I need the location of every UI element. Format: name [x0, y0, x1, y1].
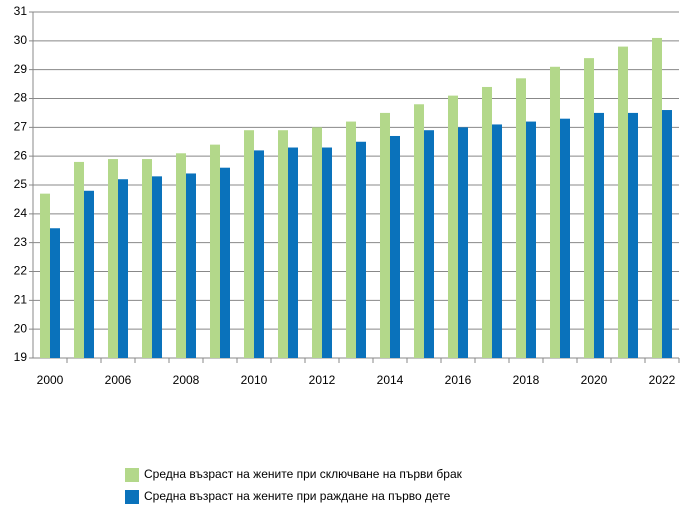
- bar: [516, 78, 526, 359]
- y-tick-label: 19: [14, 350, 28, 364]
- legend-label: Средна възраст на жените при сключване н…: [144, 467, 463, 481]
- x-tick-label: 2014: [377, 373, 404, 387]
- bar: [594, 112, 604, 359]
- bar: [312, 127, 322, 358]
- y-tick-label: 27: [14, 120, 28, 134]
- bar: [346, 121, 356, 358]
- bar: [176, 153, 186, 358]
- bar: [662, 110, 672, 359]
- bar: [278, 130, 288, 358]
- bar: [526, 121, 536, 358]
- x-tick-label: 2022: [649, 373, 676, 387]
- bar: [244, 130, 254, 358]
- y-tick-label: 30: [14, 33, 28, 47]
- bar: [414, 104, 424, 359]
- bar: [424, 130, 434, 358]
- x-tick-label: 2018: [513, 373, 540, 387]
- bar: [210, 144, 220, 358]
- legend-label: Средна възраст на жените при раждане на …: [144, 489, 451, 503]
- bar: [390, 135, 400, 358]
- bar: [448, 95, 458, 358]
- bar: [74, 161, 84, 358]
- x-tick-label: 2016: [445, 373, 472, 387]
- bar: [288, 147, 298, 358]
- bar: [118, 179, 128, 358]
- x-tick-label: 2000: [37, 373, 64, 387]
- bar: [618, 46, 628, 358]
- bar: [142, 159, 152, 358]
- y-tick-label: 28: [14, 91, 28, 105]
- legend-swatch: [125, 468, 139, 482]
- bar: [550, 66, 560, 359]
- bar: [50, 228, 60, 358]
- bar: [628, 112, 638, 359]
- x-tick-label: 2006: [105, 373, 132, 387]
- y-tick-label: 20: [14, 321, 28, 335]
- y-tick-label: 31: [14, 4, 28, 18]
- bar: [152, 176, 162, 358]
- x-tick-label: 2010: [241, 373, 268, 387]
- bar: [482, 86, 492, 358]
- bar: [492, 124, 502, 358]
- bar: [84, 190, 94, 358]
- y-tick-label: 24: [14, 206, 28, 220]
- y-tick-label: 21: [14, 293, 28, 307]
- bar: [356, 141, 366, 358]
- legend-swatch: [125, 490, 139, 504]
- y-tick-label: 26: [14, 148, 28, 162]
- bar: [254, 150, 264, 358]
- bar: [186, 173, 196, 358]
- bar: [108, 159, 118, 358]
- x-tick-label: 2012: [309, 373, 336, 387]
- y-tick-label: 29: [14, 62, 28, 76]
- bar: [322, 147, 332, 358]
- bar: [652, 37, 662, 358]
- bar: [380, 112, 390, 359]
- x-tick-label: 2020: [581, 373, 608, 387]
- y-tick-label: 25: [14, 177, 28, 191]
- bar: [584, 58, 594, 359]
- y-tick-label: 23: [14, 235, 28, 249]
- y-tick-label: 22: [14, 264, 28, 278]
- bar: [458, 127, 468, 358]
- bar: [220, 167, 230, 358]
- bar: [40, 193, 50, 358]
- x-tick-label: 2008: [173, 373, 200, 387]
- bar: [560, 118, 570, 358]
